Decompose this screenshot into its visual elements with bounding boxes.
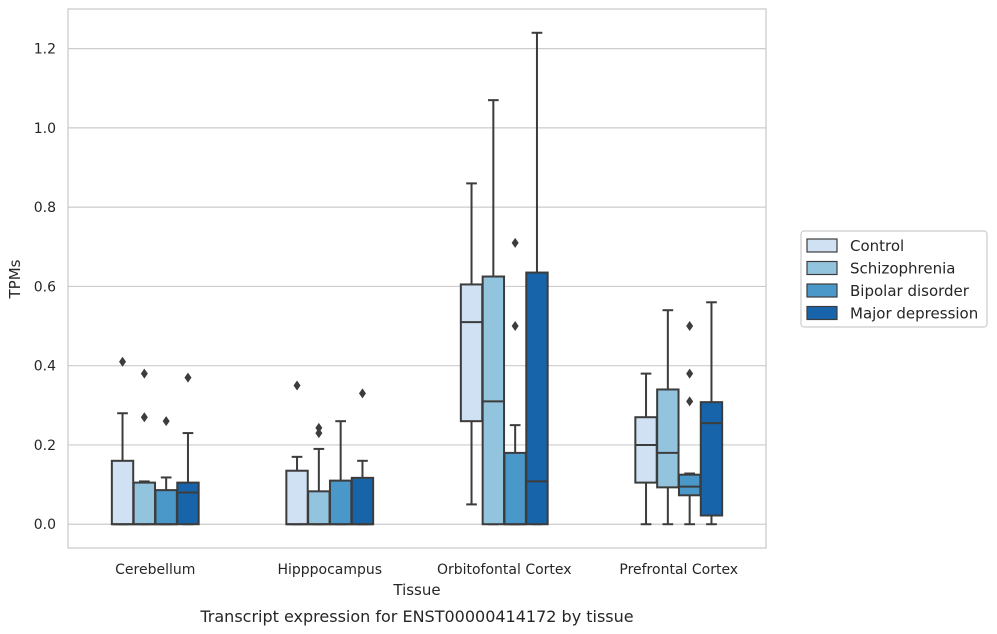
outlier-point bbox=[686, 368, 694, 379]
figure-caption: Transcript expression for ENST0000041417… bbox=[199, 607, 633, 626]
box-body bbox=[525, 271, 549, 526]
legend-swatch bbox=[806, 305, 838, 321]
box-body bbox=[307, 490, 331, 526]
y-axis-label: TPMs bbox=[6, 259, 24, 299]
outlier-point bbox=[358, 388, 366, 399]
legend-swatch bbox=[806, 283, 838, 298]
legend-label: Major depression bbox=[850, 305, 978, 323]
outlier-point bbox=[315, 428, 323, 439]
box-body bbox=[132, 481, 157, 526]
legend-frame bbox=[800, 230, 988, 328]
outlier-point bbox=[686, 396, 694, 407]
y-tick-label: 0.0 bbox=[34, 517, 56, 533]
y-gridlines bbox=[68, 48, 766, 525]
box-control-hipppocampus bbox=[285, 380, 309, 526]
outlier-point bbox=[162, 416, 170, 427]
y-tick-label: 1.2 bbox=[34, 42, 56, 58]
legend-label: Control bbox=[850, 237, 904, 255]
box-major-depression-cerebellum bbox=[176, 372, 200, 526]
plot-frame bbox=[67, 8, 767, 549]
legend-item-schizophrenia: Schizophrenia bbox=[806, 260, 955, 278]
box-major-depression-orbitofontal-cortex bbox=[525, 31, 549, 526]
box-bipolar-disorder-cerebellum bbox=[154, 416, 178, 526]
box-control-orbitofontal-cortex bbox=[459, 182, 484, 506]
outlier-point bbox=[686, 321, 694, 332]
x-tick-label: Hipppocampus bbox=[277, 562, 382, 578]
box-body bbox=[503, 451, 527, 526]
y-tick-label: 0.4 bbox=[34, 359, 56, 375]
box-major-depression-hipppocampus bbox=[350, 388, 375, 526]
x-axis-ticks: Cerebellum Hipppocampus Orbitofontal Corte… bbox=[115, 562, 738, 578]
box-body bbox=[154, 489, 178, 526]
legend: Control Schizophrenia Bipolar disorder Majo… bbox=[800, 230, 988, 328]
x-tick-label: Orbitofontal Cortex bbox=[437, 562, 572, 578]
x-tick-label: Prefrontal Cortex bbox=[619, 562, 738, 578]
legend-item-control: Control bbox=[806, 237, 904, 255]
box-schizophrenia-orbitofontal-cortex bbox=[481, 99, 506, 526]
box-body bbox=[699, 401, 724, 517]
box-schizophrenia-cerebellum bbox=[132, 368, 157, 526]
x-axis-label: Tissue bbox=[392, 581, 440, 599]
x-tick-label: Cerebellum bbox=[115, 562, 195, 578]
y-tick-label: 1.0 bbox=[34, 121, 56, 137]
outlier-point bbox=[140, 412, 148, 423]
outlier-point bbox=[511, 321, 519, 332]
box-body bbox=[656, 388, 680, 489]
box-body bbox=[328, 479, 353, 526]
box-body bbox=[350, 476, 375, 526]
outlier-point bbox=[184, 372, 192, 383]
box-body bbox=[285, 469, 309, 526]
box-body bbox=[634, 416, 658, 484]
outlier-point bbox=[140, 368, 148, 379]
box-control-prefrontal-cortex bbox=[634, 372, 658, 526]
box-bipolar-disorder-prefrontal-cortex bbox=[677, 321, 702, 526]
box-bipolar-disorder-orbitofontal-cortex bbox=[503, 237, 527, 526]
outlier-point bbox=[293, 380, 301, 391]
box-schizophrenia-hipppocampus bbox=[307, 422, 331, 526]
box-body bbox=[677, 473, 702, 497]
box-major-depression-prefrontal-cortex bbox=[699, 301, 724, 526]
box-schizophrenia-prefrontal-cortex bbox=[656, 309, 680, 526]
outlier-point bbox=[511, 237, 519, 248]
legend-label: Bipolar disorder bbox=[850, 282, 970, 300]
box-body bbox=[110, 459, 135, 526]
outlier-point bbox=[119, 356, 127, 367]
y-axis-ticks: 0.0 0.2 0.4 0.6 0.8 1.0 1.2 bbox=[34, 42, 56, 534]
plot-area bbox=[110, 31, 724, 526]
y-tick-label: 0.2 bbox=[34, 438, 56, 454]
legend-swatch bbox=[806, 260, 838, 276]
box-body bbox=[176, 481, 200, 526]
outlier-point bbox=[315, 422, 323, 433]
y-tick-label: 0.8 bbox=[34, 200, 56, 216]
legend-item-major-depression: Major depression bbox=[806, 305, 978, 323]
box-body bbox=[459, 283, 484, 423]
box-control-cerebellum bbox=[110, 356, 135, 526]
legend-item-bipolar-disorder: Bipolar disorder bbox=[806, 282, 970, 300]
legend-swatch bbox=[806, 238, 838, 253]
y-tick-label: 0.6 bbox=[34, 279, 56, 295]
legend-label: Schizophrenia bbox=[850, 260, 955, 278]
box-bipolar-disorder-hipppocampus bbox=[328, 420, 353, 526]
